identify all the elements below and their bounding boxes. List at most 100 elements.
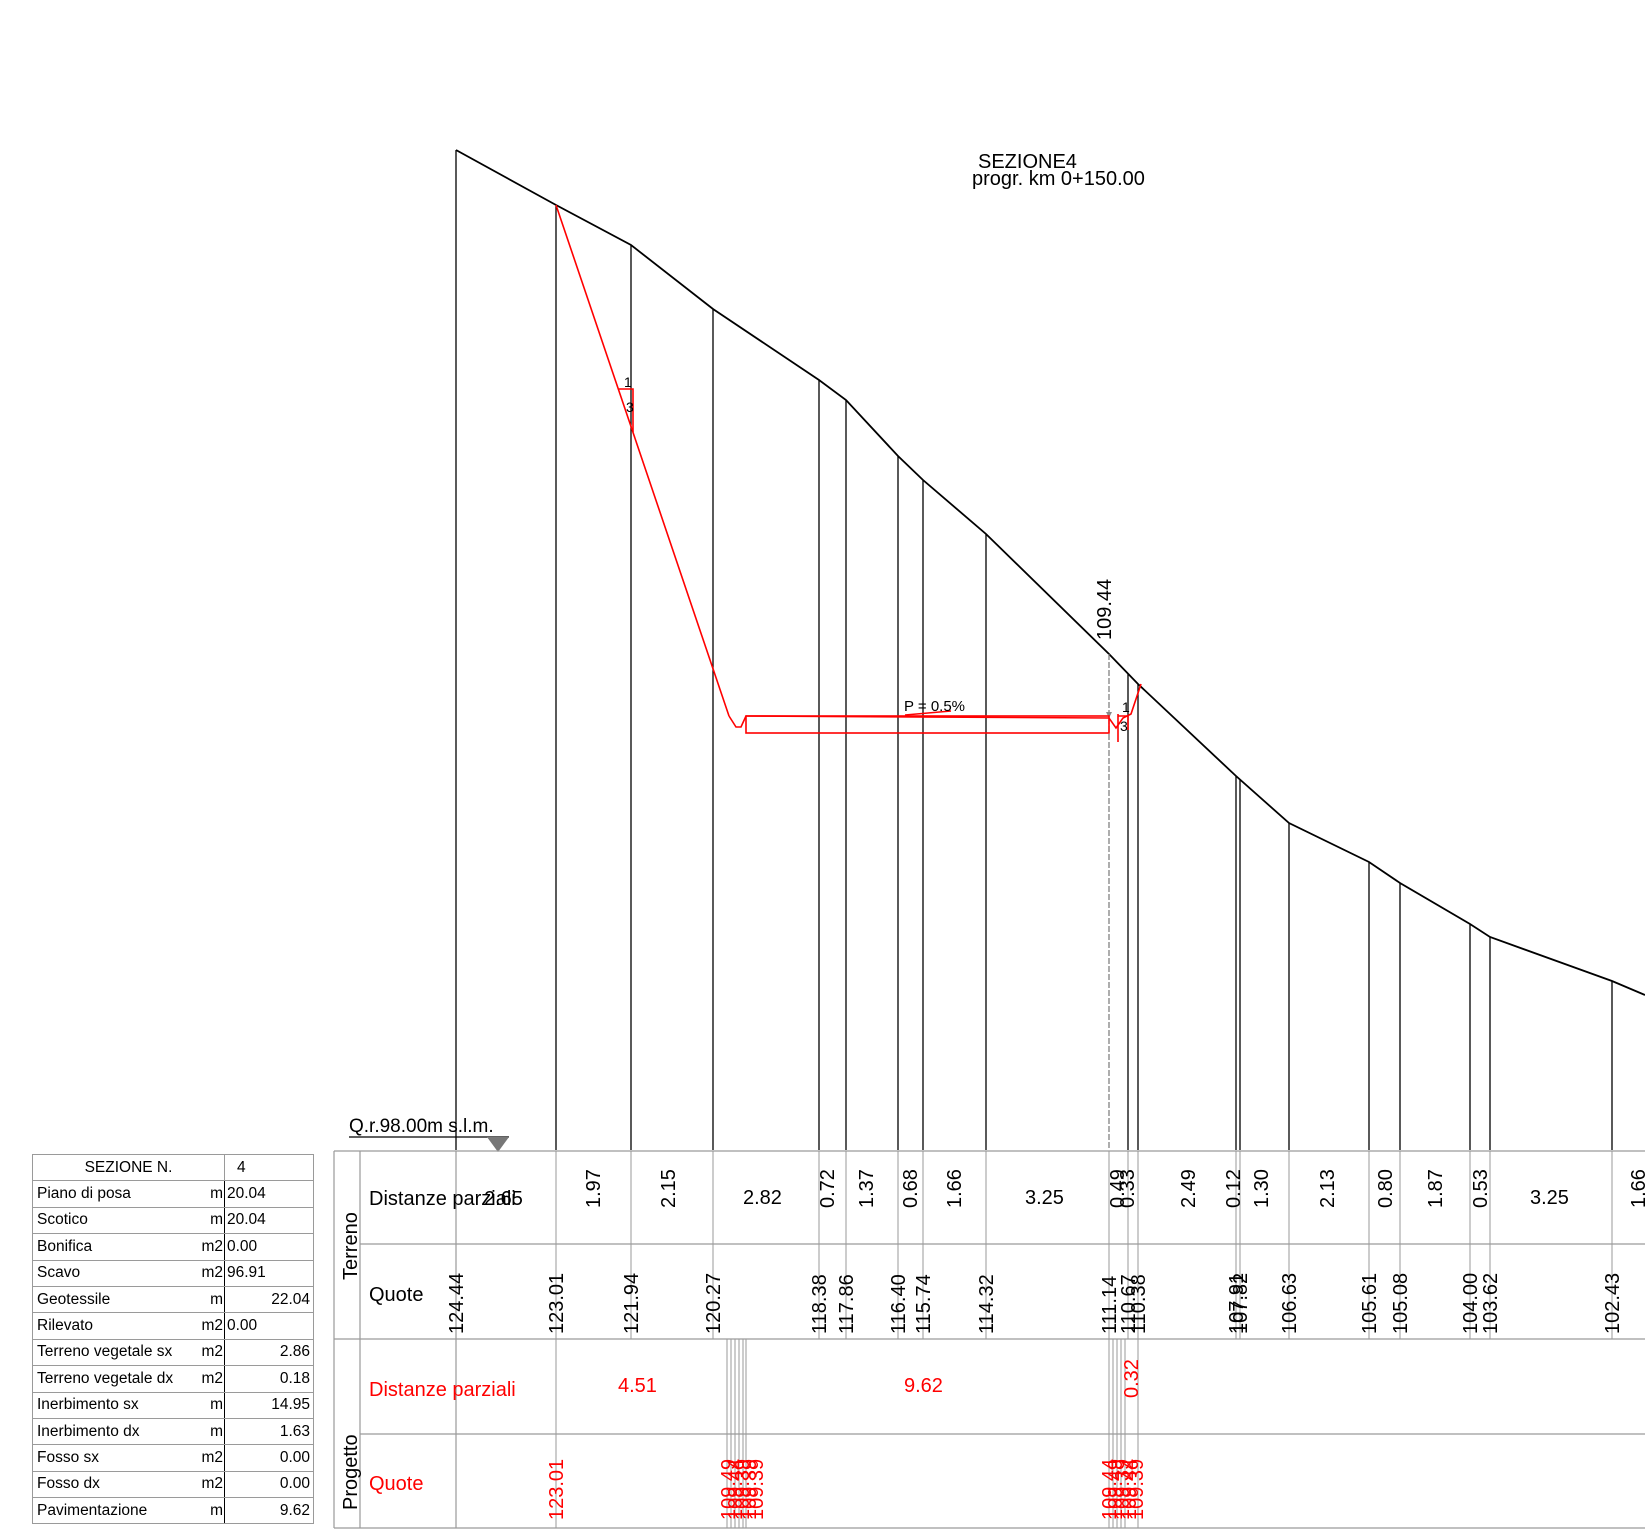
summary-unit: m (201, 1391, 225, 1419)
summary-unit: m (201, 1497, 225, 1525)
terreno-distanza: 2.13 (1317, 1169, 1339, 1208)
terreno-quota: 123.01 (546, 1273, 568, 1334)
summary-value: 14.95 (224, 1391, 314, 1419)
terreno-distanza: 0.49 (1107, 1169, 1129, 1208)
terreno-distanza: 1.97 (583, 1169, 605, 1208)
summary-header-value: 4 (224, 1153, 314, 1182)
slope-ratio-right-bottom: 3 (1120, 718, 1128, 734)
row-label-distanze: Distanze parziali (369, 1188, 516, 1210)
terreno-distanza: 1.66 (1628, 1169, 1645, 1208)
terreno-distanza: 0.53 (1470, 1169, 1492, 1208)
terreno-quote-values: 124.44 123.01 121.94 120.27 118.38 117.8… (446, 1273, 1624, 1334)
summary-unit: m2 (201, 1312, 225, 1340)
summary-value: 1.63 (224, 1417, 314, 1446)
summary-value: 20.04 (224, 1206, 314, 1235)
slope-ratio-right-top: 1 (1122, 699, 1130, 715)
summary-row: Terreno vegetale sx m2 2.86 (32, 1338, 314, 1367)
terreno-distanza: 0.80 (1375, 1169, 1397, 1208)
progetto-quota: 109.44 (1119, 1459, 1141, 1520)
terreno-quota: 117.86 (836, 1274, 858, 1334)
summary-value: 2.86 (224, 1338, 314, 1367)
row-label-prog-distanze: Distanze parziali (369, 1379, 516, 1401)
terreno-quota: 118.38 (809, 1274, 831, 1334)
summary-unit: m2 (201, 1338, 225, 1367)
band-group-progetto: Progetto (340, 1434, 362, 1510)
band-group-terreno: Terreno (340, 1212, 362, 1280)
summary-row: Rilevato m2 0.00 (32, 1312, 314, 1340)
summary-row: Inerbimento dx m 1.63 (32, 1417, 314, 1446)
terreno-quota: 104.00 (1460, 1273, 1482, 1334)
station-lines (455, 150, 1613, 1150)
progetto-distanza: 9.62 (904, 1375, 943, 1397)
summary-unit: m2 (201, 1444, 225, 1472)
summary-value: 0.00 (224, 1233, 314, 1261)
summary-unit: m (201, 1206, 225, 1235)
summary-label: Bonifica (32, 1233, 201, 1261)
terreno-distanza: 1.30 (1251, 1169, 1273, 1208)
terreno-distanza: 1.66 (944, 1169, 966, 1208)
summary-header-row: SEZIONE N. 4 (32, 1153, 314, 1182)
terreno-quota: 116.40 (888, 1274, 910, 1334)
row-label-quote: Quote (369, 1284, 423, 1306)
terreno-distanza: 0.33 (1117, 1169, 1139, 1208)
summary-row: Fosso sx m2 0.00 (32, 1444, 314, 1472)
terreno-quota: 121.94 (621, 1273, 643, 1334)
summary-label: Scavo (32, 1259, 201, 1287)
terreno-quota: 107.82 (1230, 1273, 1252, 1334)
terreno-quota: 110.67 (1118, 1274, 1140, 1334)
summary-value: 20.04 (224, 1180, 314, 1208)
progetto-quota: 109.39 (1126, 1459, 1148, 1520)
summary-label: Inerbimento sx (32, 1391, 201, 1419)
summary-row: Scotico m 20.04 (32, 1206, 314, 1235)
summary-row: Inerbimento sx m 14.95 (32, 1391, 314, 1419)
terreno-quota: 114.32 (976, 1274, 998, 1334)
summary-row: Pavimentazione m 9.62 (32, 1497, 314, 1525)
terreno-distanza: 2.82 (743, 1187, 782, 1209)
progetto-quote-values: 123.01 109.49 109.44 109.39 109.39 109.3… (546, 1459, 1148, 1520)
terreno-quota: 106.63 (1279, 1273, 1301, 1334)
terreno-distanza: 2.49 (1178, 1169, 1200, 1208)
terreno-distanza: 0.68 (900, 1169, 922, 1208)
summary-unit: m2 (201, 1470, 225, 1499)
progetto-quota: 109.39 (739, 1459, 761, 1520)
row-label-prog-quote: Quote (369, 1473, 423, 1495)
terreno-distanza: 0.12 (1223, 1169, 1245, 1208)
progetto-quota: 109.49 (1105, 1459, 1127, 1520)
summary-label: Fosso sx (32, 1444, 201, 1472)
progetto-quota: 109.39 (1112, 1459, 1134, 1520)
summary-value: 9.62 (224, 1497, 314, 1525)
summary-value: 0.18 (224, 1365, 314, 1393)
terreno-quota: 105.08 (1390, 1273, 1412, 1334)
summary-unit: m2 (201, 1365, 225, 1393)
progetto-distanze-values: 4.51 9.62 0.32 (618, 1359, 1143, 1398)
summary-value: 0.00 (224, 1444, 314, 1472)
slope-label: P = 0.5% (904, 698, 965, 715)
summary-unit: m (201, 1285, 225, 1314)
terreno-quota: 115.74 (913, 1274, 935, 1334)
terreno-distanza: 2.15 (658, 1169, 680, 1208)
terreno-quota: 110.38 (1128, 1274, 1150, 1334)
progetto-quota: 109.49 (718, 1459, 740, 1520)
terreno-quota: 120.27 (703, 1273, 725, 1334)
terreno-distanza: 1.87 (1425, 1169, 1447, 1208)
progetto-distanza: 0.32 (1121, 1359, 1143, 1398)
terreno-distanze-values: 2.65 1.97 2.15 2.82 0.72 1.37 0.68 1.66 … (484, 1169, 1645, 1210)
summary-row: Scavo m2 96.91 (32, 1259, 314, 1287)
progetto-quota: 109.44 (1099, 1459, 1121, 1520)
terreno-distanza: 0.72 (817, 1169, 839, 1208)
summary-header-label: SEZIONE N. (32, 1153, 225, 1182)
terreno-distanza: 3.25 (1530, 1187, 1569, 1209)
summary-row: Terreno vegetale dx m2 0.18 (32, 1365, 314, 1393)
progetto-distanza: 4.51 (618, 1375, 657, 1397)
summary-unit: m2 (201, 1233, 225, 1261)
progetto-quota: 109.44 (725, 1459, 747, 1520)
progetto-quota: 123.01 (546, 1459, 568, 1520)
summary-unit: m2 (201, 1259, 225, 1287)
summary-label: Inerbimento dx (32, 1417, 201, 1446)
terreno-distanza: 1.37 (856, 1169, 878, 1208)
summary-row: Bonifica m2 0.00 (32, 1233, 314, 1261)
section-title: SEZIONE4 (978, 151, 1077, 173)
summary-label: Geotessile (32, 1285, 201, 1314)
terrain-profile (455, 149, 1645, 996)
